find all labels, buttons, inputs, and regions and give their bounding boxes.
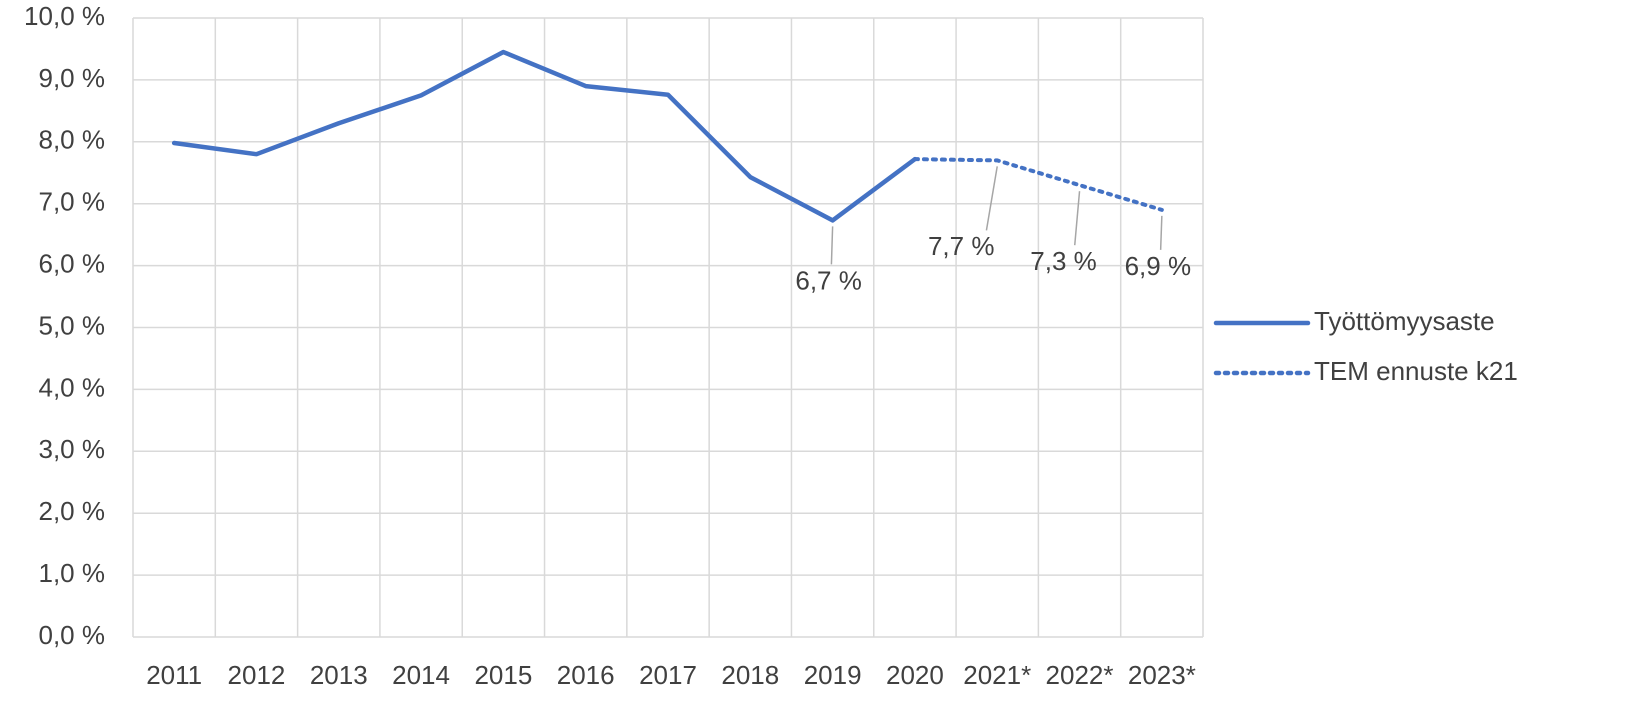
line-series [171,49,918,223]
leader-line [830,226,834,265]
x-tick-label: 2023* [1128,660,1196,690]
leader-line [985,166,998,231]
y-tick-label: 10,0 % [24,1,105,31]
x-tick-label: 2017 [639,660,697,690]
x-tick-label: 2012 [228,660,286,690]
x-tick-label: 2015 [474,660,532,690]
y-tick-label: 5,0 % [39,310,106,340]
data-label: 6,9 % [1125,251,1192,281]
x-tick-label: 2022* [1046,660,1114,690]
leader-line [1073,191,1081,246]
data-label: 7,3 % [1030,246,1097,276]
y-tick-label: 1,0 % [39,558,106,588]
x-tick-label: 2019 [804,660,862,690]
y-tick-label: 2,0 % [39,496,106,526]
legend-label: TEM ennuste k21 [1314,356,1518,386]
data-label: 7,7 % [928,231,995,261]
x-tick-label: 2018 [721,660,779,690]
x-tick-label: 2013 [310,660,368,690]
x-tick-label: 2020 [886,660,944,690]
y-tick-label: 3,0 % [39,434,106,464]
x-tick-label: 2016 [557,660,615,690]
data-label: 6,7 % [795,265,862,295]
legend-label: Työttömyysaste [1314,306,1495,336]
y-tick-label: 0,0 % [39,620,106,650]
y-tick-label: 4,0 % [39,372,106,402]
y-tick-label: 8,0 % [39,125,106,155]
x-tick-label: 2014 [392,660,450,690]
y-tick-label: 6,0 % [39,248,106,278]
leader-line [1159,215,1163,250]
x-tick-label: 2021* [963,660,1031,690]
line-series [912,157,1164,212]
x-tick-label: 2011 [146,660,202,690]
y-tick-label: 9,0 % [39,63,106,93]
y-tick-label: 7,0 % [39,187,106,217]
